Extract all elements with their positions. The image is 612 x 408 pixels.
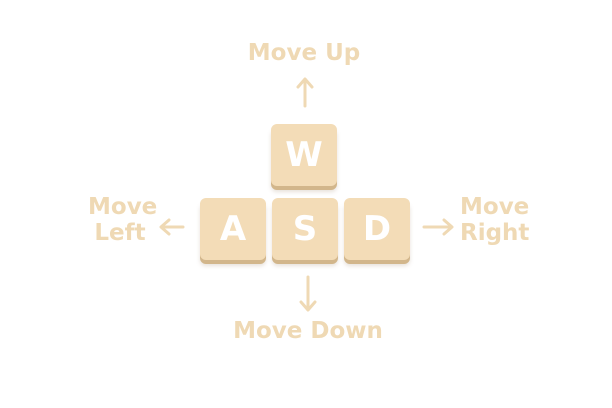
move-left-line1: Move	[88, 194, 158, 220]
move-right-label: Move Right	[460, 194, 530, 246]
d-key-label: D	[362, 209, 392, 249]
move-down-text: Move Down	[233, 318, 383, 344]
arrow-right-icon	[422, 217, 454, 237]
move-left-label: Move Left	[88, 194, 158, 246]
arrow-left-icon	[159, 217, 185, 237]
a-key-label: A	[219, 209, 247, 249]
arrow-up-icon	[295, 76, 315, 108]
move-right-line1: Move	[460, 194, 530, 220]
arrow-down-icon	[298, 275, 318, 313]
w-key: W	[271, 124, 337, 186]
s-key-label: S	[292, 209, 318, 249]
move-right-line2: Right	[460, 220, 530, 246]
move-up-label: Move Up	[248, 40, 360, 66]
move-left-line2: Left	[94, 220, 146, 246]
w-key-label: W	[285, 135, 323, 175]
move-up-text: Move Up	[247, 40, 361, 66]
s-key: S	[272, 198, 338, 260]
d-key: D	[344, 198, 410, 260]
a-key: A	[200, 198, 266, 260]
move-down-label: Move Down	[233, 318, 383, 344]
